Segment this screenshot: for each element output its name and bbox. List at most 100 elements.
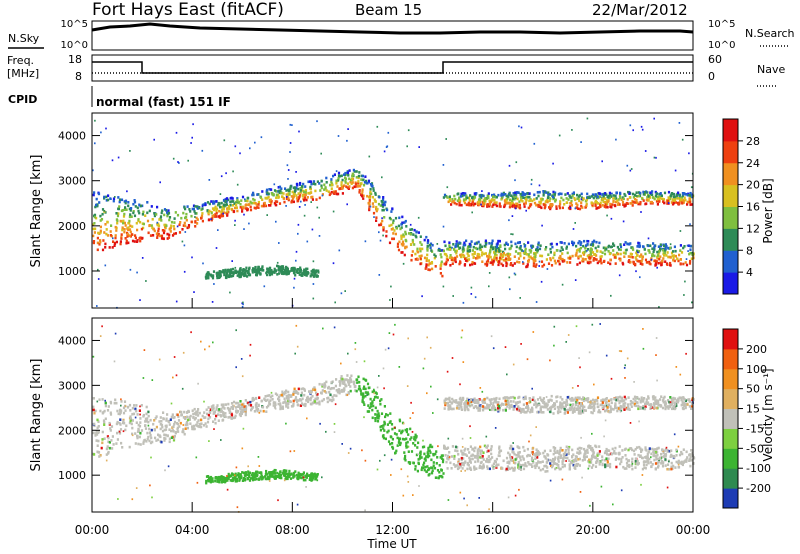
power-echo (330, 187, 333, 190)
velocity-echo (678, 453, 682, 457)
velocity-echo (654, 467, 657, 471)
power-echo (427, 263, 430, 267)
power-echo-noise (684, 280, 686, 283)
power-echo (270, 202, 273, 205)
power-echo (287, 272, 290, 276)
power-echo (492, 203, 495, 207)
power-echo (426, 249, 429, 252)
power-echo (688, 194, 691, 197)
power-echo (126, 235, 129, 238)
power-echo (569, 207, 572, 211)
power-echo (631, 247, 634, 250)
power-echo (547, 262, 551, 265)
velocity-echo (334, 384, 337, 388)
velocity-echo (160, 440, 163, 444)
power-echo (276, 273, 279, 276)
velocity-echo (681, 452, 684, 456)
power-echo (215, 200, 218, 203)
velocity-echo (281, 390, 284, 394)
velocity-echo (382, 424, 385, 427)
power-echo (473, 262, 477, 265)
velocity-echo (518, 408, 521, 412)
velocity-echo (384, 415, 387, 419)
velocity-echo (609, 465, 612, 469)
velocity-echo (557, 456, 560, 459)
velocity-echo (98, 398, 101, 401)
velocity-echo (131, 426, 134, 430)
velocity-echo (565, 456, 568, 460)
power-echo (92, 240, 96, 243)
power-echo (666, 251, 669, 254)
power-echo-noise (297, 232, 299, 235)
velocity-echo (513, 452, 516, 456)
velocity-echo (546, 466, 549, 469)
power-echo (419, 241, 422, 244)
velocity-echo (321, 399, 324, 403)
power-echo (170, 224, 173, 228)
velocity-echo (625, 457, 628, 461)
velocity-echo (215, 408, 218, 411)
power-echo (468, 196, 471, 200)
power-echo (561, 248, 564, 251)
velocity-echo (670, 461, 673, 465)
velocity-echo (490, 445, 493, 448)
velocity-echo (137, 427, 140, 431)
velocity-echo (454, 465, 457, 468)
power-echo (500, 192, 503, 196)
power-echo (599, 255, 602, 259)
power-echo (215, 272, 218, 275)
power-echo (612, 253, 615, 257)
power-echo (584, 258, 587, 261)
velocity-echo (619, 462, 622, 466)
power-echo (491, 263, 494, 266)
power-echo (207, 274, 210, 277)
power-echo (483, 244, 486, 248)
power-echo-noise (518, 125, 520, 128)
velocity-echo (438, 475, 441, 478)
velocity-echo (573, 464, 576, 467)
power-echo (472, 255, 475, 259)
power-echo (634, 256, 637, 259)
velocity-echo (603, 404, 606, 408)
velocity-echo (689, 457, 692, 461)
power-echo (118, 200, 121, 204)
power-echo (171, 234, 175, 237)
power-echo (184, 207, 187, 211)
velocity-echo (152, 422, 155, 426)
velocity-echo (512, 400, 515, 403)
power-echo (104, 223, 107, 226)
power-echo (575, 253, 578, 257)
power-echo (675, 201, 678, 204)
velocity-echo (612, 451, 615, 455)
power-echo (420, 254, 423, 258)
power-echo (254, 207, 257, 210)
velocity-echo (171, 413, 174, 416)
power-echo (358, 189, 361, 192)
power-echo (449, 264, 452, 267)
power-echo (361, 192, 364, 196)
power-echo (92, 223, 95, 226)
power-echo (458, 201, 461, 205)
power-echo (191, 207, 194, 211)
velocity-echo (374, 419, 377, 423)
power-echo (524, 247, 527, 251)
power-echo-noise (153, 138, 155, 141)
power-echo (158, 234, 161, 238)
velocity-echo (624, 454, 627, 457)
power-echo (396, 245, 399, 248)
power-echo (185, 216, 188, 219)
power-echo (150, 205, 153, 208)
velocity-echo (232, 416, 235, 420)
power-echo (303, 196, 307, 199)
velocity-echo (446, 457, 449, 460)
power-echo (667, 246, 670, 250)
power-echo (223, 211, 226, 214)
velocity-echo (371, 400, 374, 403)
power-echo (487, 196, 490, 200)
power-echo (477, 200, 480, 204)
velocity-echo (234, 414, 237, 418)
power-echo (515, 193, 518, 197)
power-echo (510, 262, 513, 265)
velocity-echo (160, 420, 163, 423)
power-echo (244, 274, 247, 277)
